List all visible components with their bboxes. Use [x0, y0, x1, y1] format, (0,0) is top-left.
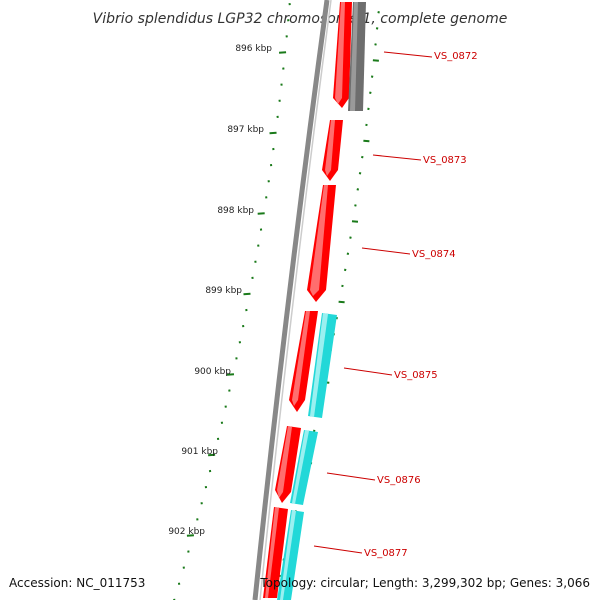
- outer-minor-tick: [354, 204, 357, 207]
- outer-minor-tick: [312, 429, 316, 433]
- outer-minor-tick: [365, 123, 368, 127]
- tick-label: 897 kbp: [227, 125, 264, 135]
- tick-marks: [173, 3, 291, 600]
- gene-label: VS_0877: [364, 548, 408, 559]
- topology-text: Topology: circular; Length: 3,299,302 bp…: [260, 576, 590, 590]
- gene-arrow-reverse: [292, 430, 309, 504]
- gene-leader-line: [361, 247, 411, 255]
- outer-minor-tick: [369, 91, 372, 94]
- gene-arrow: [277, 426, 292, 498]
- tick-label: 899 kbp: [205, 286, 242, 296]
- gene-arrow-reverse: [310, 313, 328, 417]
- gene-leader-line: [313, 545, 363, 554]
- outer-major-tick: [363, 139, 370, 143]
- outer-minor-tick: [358, 172, 362, 175]
- outer-minor-tick: [370, 75, 374, 78]
- gene-arrow-reverse: [280, 510, 296, 600]
- gene-leader-line: [372, 154, 422, 161]
- major-tick: [243, 292, 251, 296]
- major-tick: [278, 51, 287, 54]
- outer-minor-tick: [341, 284, 344, 288]
- outer-major-tick: [338, 300, 345, 304]
- tick-label: 902 kbp: [168, 527, 205, 537]
- outer-minor-tick: [374, 43, 377, 46]
- outer-minor-tick: [367, 107, 370, 111]
- gene-arrow: [310, 185, 328, 296]
- backbone-outer: [252, 0, 330, 600]
- gene-labels: VS_0872 VS_0873 VS_0874 VS_0875 VS_0876 …: [313, 51, 478, 559]
- major-tick: [186, 534, 194, 537]
- gene-label: VS_0876: [377, 475, 421, 486]
- outer-minor-tick: [349, 236, 352, 239]
- gene-label: VS_0872: [434, 51, 478, 62]
- outer-minor-tick: [356, 188, 360, 191]
- accession-text: Accession: NC_011753: [9, 576, 146, 590]
- backbone-inner: [259, 0, 332, 600]
- outer-minor-tick: [375, 27, 379, 30]
- gene-arrow: [335, 2, 345, 104]
- gene-arrow-reverse: [350, 2, 358, 111]
- gene-features: [263, 2, 366, 600]
- gene-leader-line: [383, 51, 433, 58]
- tick-label: 901 kbp: [181, 447, 218, 457]
- tick-label: 896 kbp: [235, 44, 272, 54]
- gene-leader-line: [343, 367, 393, 376]
- gene-label: VS_0874: [412, 249, 456, 260]
- gene-label: VS_0873: [423, 155, 467, 166]
- major-tick: [257, 212, 265, 215]
- gene-label: VS_0875: [394, 370, 438, 381]
- gene-arrow: [292, 311, 310, 406]
- major-tick: [269, 131, 277, 135]
- outer-minor-tick: [346, 252, 350, 255]
- major-tick: [226, 373, 235, 376]
- gene-arrow: [325, 120, 335, 176]
- map-title: Vibrio splendidus LGP32 chromosome 1, co…: [93, 11, 508, 27]
- outer-minor-tick: [377, 11, 380, 14]
- outer-major-tick: [372, 59, 379, 62]
- outer-major-tick: [351, 220, 359, 223]
- major-tick: [208, 453, 216, 457]
- tick-labels: 896 kbp 897 kbp 898 kbp 899 kbp 900 kbp …: [168, 44, 272, 537]
- gene-leader-line: [326, 472, 376, 481]
- gene-arrow: [265, 507, 279, 598]
- outer-minor-tick: [361, 155, 364, 159]
- tick-label: 898 kbp: [217, 206, 254, 216]
- outer-minor-tick: [343, 268, 347, 272]
- tick-label: 900 kbp: [194, 367, 231, 377]
